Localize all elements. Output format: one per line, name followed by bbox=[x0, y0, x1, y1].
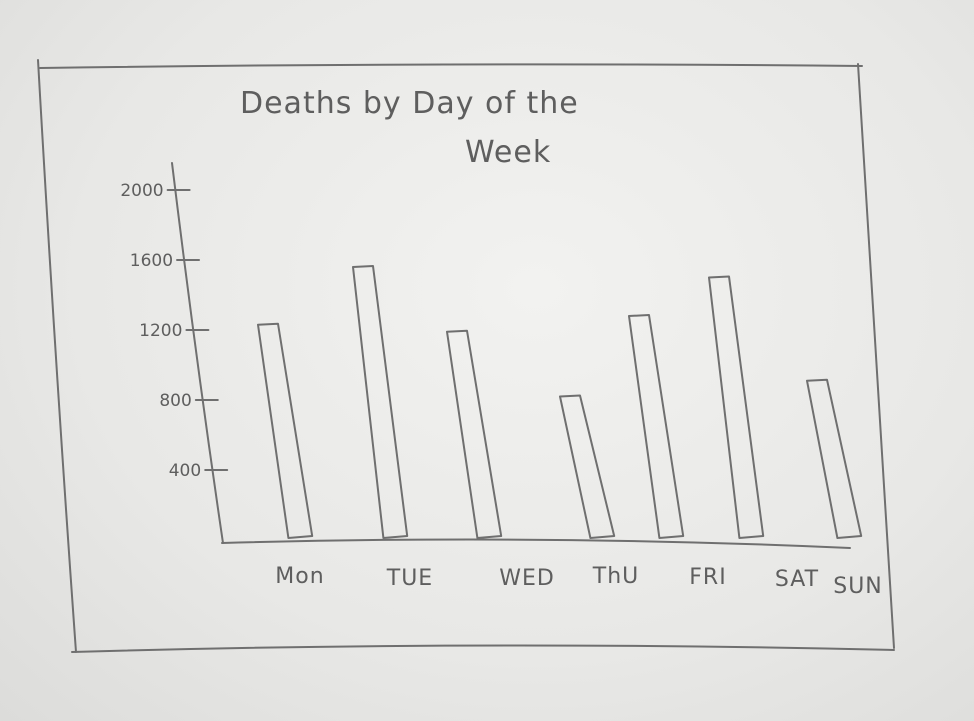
bar-sat bbox=[708, 275, 765, 539]
frame-bottom bbox=[71, 644, 895, 653]
x-label-tue: TUE bbox=[386, 566, 433, 591]
bar-wed bbox=[446, 329, 503, 539]
bar-sun bbox=[806, 378, 863, 539]
y-axis bbox=[171, 162, 224, 544]
x-label-sat: SAT bbox=[775, 567, 819, 592]
y-tick-label-400: 400 bbox=[169, 461, 201, 481]
y-tick-label-1600: 1600 bbox=[130, 251, 173, 271]
y-tick-label-2000: 2000 bbox=[120, 181, 163, 201]
chart-title-line-2: Week bbox=[465, 135, 551, 170]
x-label-mon: Mon bbox=[275, 564, 324, 589]
x-label-wed: WED bbox=[499, 566, 555, 591]
bar-tue bbox=[352, 265, 409, 539]
frame-top bbox=[39, 63, 863, 69]
frame-left bbox=[37, 59, 77, 653]
bar-fri bbox=[628, 314, 685, 539]
chart-title-line-1: Deaths by Day of the bbox=[240, 86, 579, 121]
bar-mon bbox=[257, 322, 314, 539]
y-tick-label-800: 800 bbox=[159, 391, 191, 411]
y-ticks: 400 800 1200 1600 2000 bbox=[120, 181, 229, 481]
bars bbox=[257, 265, 863, 539]
x-label-sun: SUN bbox=[833, 574, 883, 599]
x-label-thu: ThU bbox=[592, 564, 639, 589]
bar-thu bbox=[559, 394, 616, 539]
x-label-fri: FRI bbox=[689, 565, 726, 590]
frame-right bbox=[857, 63, 895, 649]
x-labels: Mon TUE WED ThU FRI SAT SUN bbox=[275, 564, 883, 599]
x-axis bbox=[221, 538, 851, 549]
y-tick-label-1200: 1200 bbox=[139, 321, 182, 341]
